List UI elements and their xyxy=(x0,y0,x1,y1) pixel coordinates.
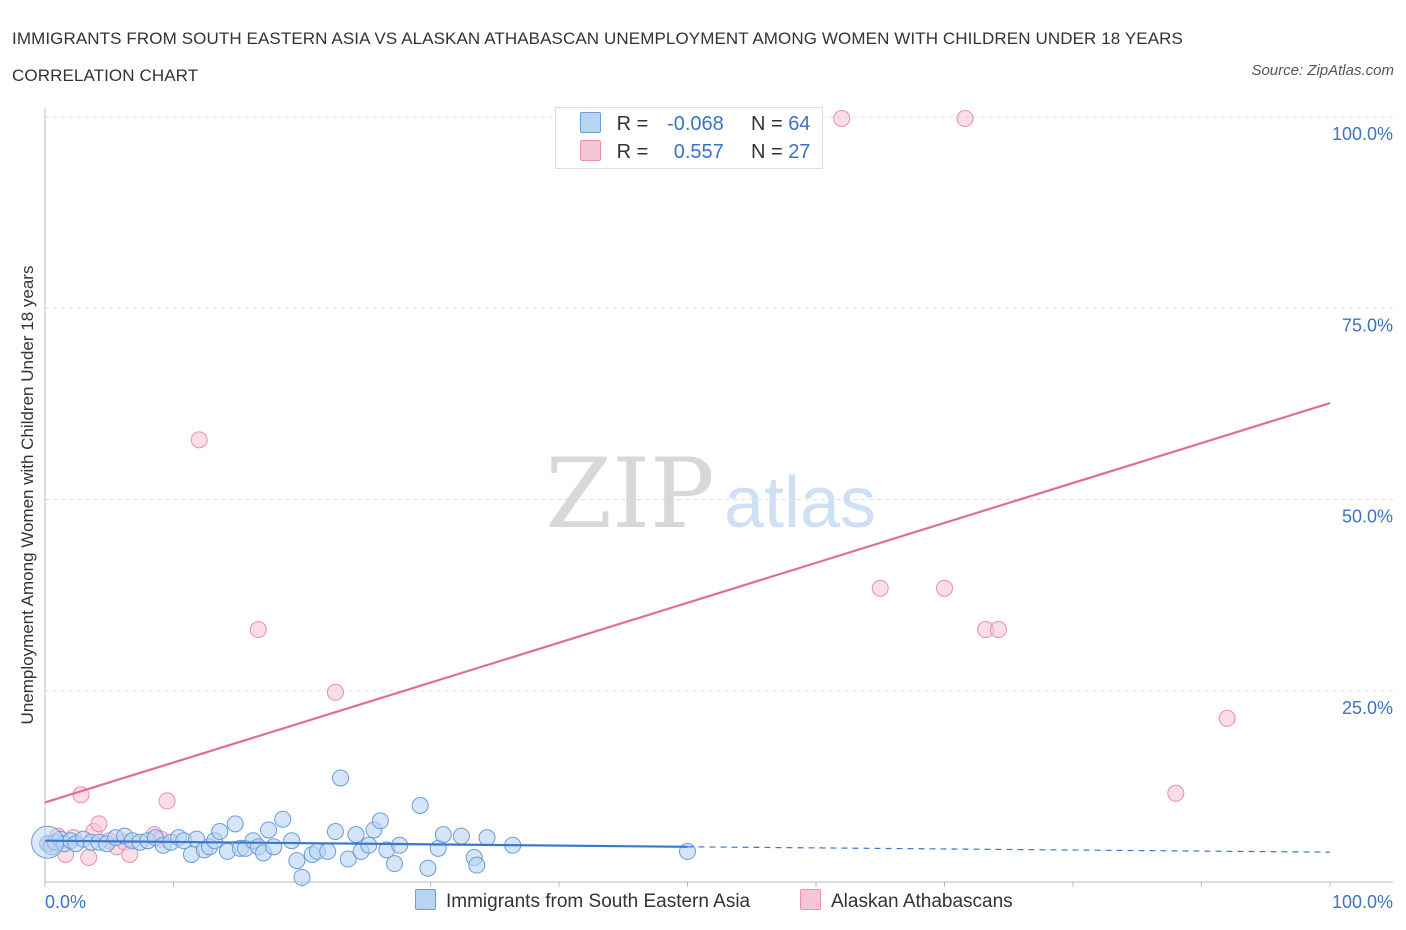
blue-n-value: 64 xyxy=(788,113,811,135)
bottom-legend-blue: Immigrants from South Eastern Asia xyxy=(415,889,750,913)
pink-r-label: R = xyxy=(616,141,649,163)
pink-point-19 xyxy=(833,110,851,128)
stats-legend-row-blue: R = -0.068 N = 64 xyxy=(580,112,810,138)
pink-point-15 xyxy=(190,431,208,449)
blue-point-42 xyxy=(319,842,337,860)
blue-point-44 xyxy=(332,769,350,787)
blue-point-55 xyxy=(419,859,437,877)
pink-point-21 xyxy=(936,579,953,597)
blue-point-46 xyxy=(347,826,365,844)
pink-point-14 xyxy=(158,792,176,810)
blue-point-60 xyxy=(468,856,486,874)
blue-point-34 xyxy=(260,821,278,839)
pink-point-5 xyxy=(80,849,98,867)
pink-point-7 xyxy=(90,815,108,833)
y-tick-label-1: 75.0% xyxy=(1342,315,1393,335)
blue-r-label: R = xyxy=(616,113,649,135)
blue-legend-swatch-icon xyxy=(415,889,436,910)
pink-point-20 xyxy=(871,579,889,597)
blue-point-57 xyxy=(434,826,452,844)
pink-point-26 xyxy=(1218,709,1236,727)
blue-point-36 xyxy=(274,810,292,828)
blue-point-50 xyxy=(371,812,389,830)
pink-n-label: N = xyxy=(750,141,783,163)
pink-legend-swatch-icon xyxy=(800,889,821,910)
blue-n-label: N = xyxy=(750,113,783,135)
blue-point-38 xyxy=(288,852,306,870)
y-axis-label: Unemployment Among Women with Children U… xyxy=(18,266,37,725)
y-tick-label-3: 25.0% xyxy=(1342,698,1393,718)
pink-point-22 xyxy=(956,110,974,128)
stats-legend-row-pink: R = 0.557 N = 27 xyxy=(580,140,810,166)
watermark-zip: ZIP xyxy=(545,438,714,550)
x-tick-label-0: 0.0% xyxy=(45,892,86,912)
blue-point-43 xyxy=(326,823,344,841)
axes-layer xyxy=(44,108,1393,887)
blue-r-value: -0.068 xyxy=(667,113,724,135)
watermark: ZIP atlas xyxy=(545,438,876,550)
blue-swatch-icon xyxy=(580,112,601,133)
blue-point-53 xyxy=(391,836,409,854)
pink-trend-line xyxy=(44,402,1331,804)
pink-r-value: 0.557 xyxy=(673,141,724,163)
blue-point-61 xyxy=(478,829,496,847)
pink-point-17 xyxy=(326,683,344,701)
blue-point-54 xyxy=(411,797,429,814)
grid-layer xyxy=(45,116,1393,692)
blue-points-group xyxy=(31,769,696,886)
blue-point-58 xyxy=(452,827,470,845)
pink-point-16 xyxy=(249,621,267,639)
trend-layer xyxy=(44,402,1331,853)
pink-swatch-icon xyxy=(580,140,601,161)
blue-trend-line xyxy=(44,839,688,848)
source-label: Source: ZipAtlas.com xyxy=(1251,62,1394,79)
blue-point-26 xyxy=(211,823,229,841)
blue-point-45 xyxy=(339,850,357,868)
bottom-legend-blue-label: Immigrants from South Eastern Asia xyxy=(446,891,751,912)
tick-labels-group: 100.0% 75.0% 50.0% 25.0% 0.0% 100.0% xyxy=(45,124,1393,912)
bottom-legend-pink: Alaskan Athabascans xyxy=(800,889,1013,913)
blue-point-48 xyxy=(360,836,378,854)
blue-point-37 xyxy=(283,832,301,850)
bottom-legend-pink-label: Alaskan Athabascans xyxy=(831,891,1013,912)
blue-point-28 xyxy=(226,815,244,833)
blue-point-52 xyxy=(386,855,404,873)
pink-point-24 xyxy=(989,621,1007,639)
blue-point-35 xyxy=(265,838,283,856)
blue-point-cluster xyxy=(31,825,65,859)
blue-trend-line-dashed xyxy=(687,846,1331,853)
y-tick-label-2: 50.0% xyxy=(1342,507,1393,527)
watermark-atlas: atlas xyxy=(724,463,876,543)
blue-point-39 xyxy=(293,868,311,886)
stats-legend: R = -0.068 N = 64 R = 0.557 N = 27 xyxy=(555,107,823,169)
pink-point-25 xyxy=(1167,784,1185,802)
chart-title: IMMIGRANTS FROM SOUTH EASTERN ASIA VS AL… xyxy=(12,29,1183,85)
x-tick-label-1: 100.0% xyxy=(1332,892,1393,912)
y-tick-label-0: 100.0% xyxy=(1332,124,1393,144)
pink-n-value: 27 xyxy=(788,141,811,163)
